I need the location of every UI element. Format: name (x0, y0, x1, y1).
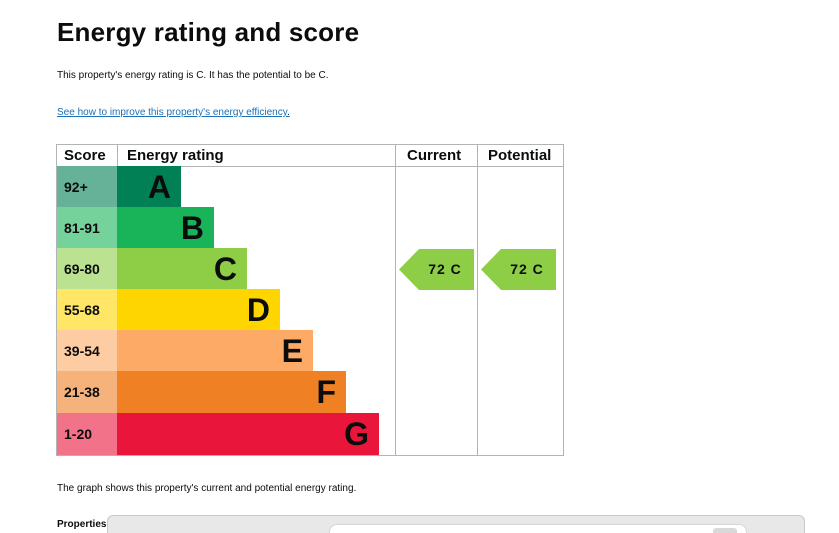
band-score: 55-68 (57, 289, 117, 331)
band-score: 92+ (57, 166, 117, 208)
arrow-shape (481, 249, 556, 290)
band-bar: G (117, 413, 379, 455)
band-row-a: 92+ A (57, 166, 181, 208)
band-bar: B (117, 207, 214, 249)
arrow-shape (399, 249, 474, 290)
band-letter: D (246, 292, 270, 328)
improve-efficiency-link-row: See how to improve this property's energ… (57, 107, 290, 118)
overlay-panel (107, 515, 805, 533)
band-bar: C (117, 248, 247, 290)
improve-efficiency-link[interactable]: See how to improve this property's energ… (57, 107, 287, 118)
band-score: 39-54 (57, 330, 117, 372)
link-suffix: . (287, 107, 290, 118)
page-title: Energy rating and score (57, 17, 360, 47)
overlay-button[interactable] (713, 528, 737, 533)
band-score: 69-80 (57, 248, 117, 290)
band-letter: E (281, 333, 303, 369)
potential-rating-arrow: 72 C (481, 249, 556, 290)
header-energy-rating: Energy rating (127, 147, 224, 164)
band-letter: F (316, 374, 336, 410)
band-score: 21-38 (57, 371, 117, 413)
band-bar: F (117, 371, 346, 413)
rating-summary: This property's energy rating is C. It h… (57, 70, 329, 81)
band-letter: A (147, 169, 171, 205)
overlay-card (329, 524, 747, 533)
band-row-b: 81-91 B (57, 207, 214, 249)
properties-heading: Properties (57, 519, 107, 530)
header-current: Current (407, 147, 462, 164)
band-bar: D (117, 289, 280, 331)
band-row-f: 21-38 F (57, 371, 346, 413)
band-letter: C (213, 251, 237, 287)
band-row-e: 39-54 E (57, 330, 313, 372)
band-letter: G (344, 416, 369, 452)
current-rating-arrow: 72 C (399, 249, 474, 290)
band-row-d: 55-68 D (57, 289, 280, 331)
current-rating-value: 72 C (428, 261, 462, 277)
band-row-c: 69-80 C (57, 248, 247, 290)
header-score: Score (64, 147, 106, 164)
band-score: 81-91 (57, 207, 117, 249)
band-row-g: 1-20 G (57, 413, 379, 455)
energy-rating-table: Score Energy rating Current Potential 92… (56, 144, 564, 456)
column-divider (117, 145, 118, 166)
band-letter: B (180, 210, 204, 246)
header-potential: Potential (488, 147, 552, 164)
band-bar: A (117, 166, 181, 208)
column-divider (477, 145, 478, 456)
column-divider (395, 145, 396, 456)
band-bar: E (117, 330, 313, 372)
header-divider (57, 166, 564, 167)
graph-caption: The graph shows this property's current … (57, 483, 357, 494)
potential-rating-value: 72 C (510, 261, 544, 277)
band-score: 1-20 (57, 413, 117, 455)
